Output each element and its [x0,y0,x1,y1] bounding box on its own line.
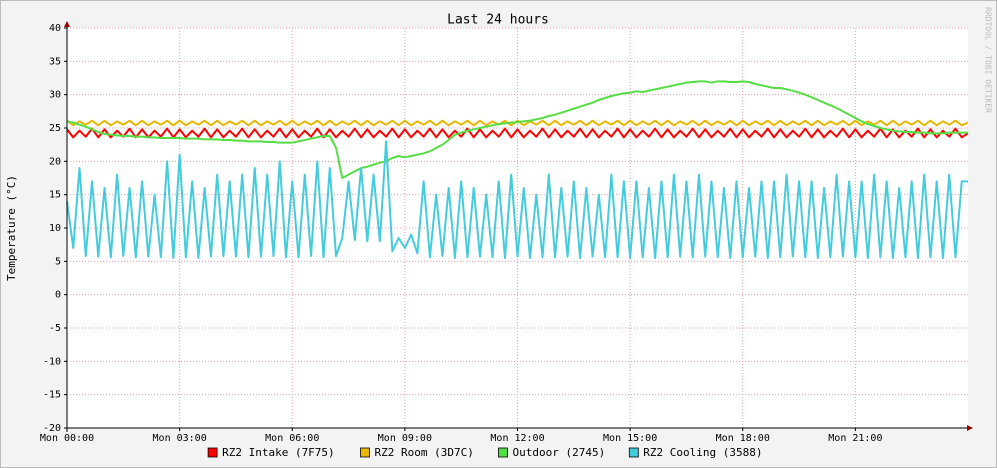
legend: RZ2 Intake (7F75) RZ2 Room (3D7C) Outdoor … [207,446,763,459]
series-line [66,80,968,179]
legend-swatch [207,447,218,458]
series-line [66,127,969,139]
y-tick-label: -15 [43,390,61,401]
series-line [66,119,969,127]
watermark: RRDTOOL / TOBI OETIKER [984,7,993,113]
y-tick-label: -20 [43,423,61,434]
x-tick-label: Mon 00:00 [40,433,94,444]
y-tick-label: 5 [55,256,61,267]
y-tick-label: 20 [49,156,61,167]
y-tick-label: 10 [49,223,61,234]
legend-label: Outdoor (2745) [513,446,606,459]
grid [66,27,968,429]
y-tick-label: 40 [49,23,61,34]
y-axis-label: Temperature (°C) [5,175,18,281]
y-arrow [64,21,70,27]
y-tick-label: 0 [55,290,61,301]
y-tick-label: -5 [49,323,61,334]
legend-label: RZ2 Intake (7F75) [222,446,335,459]
axes: -20 -15 -10 -5 0 5 10 15 20 25 30 35 40 Mon 00:00 Mon … [40,21,973,444]
y-tick-label: 30 [49,90,61,101]
y-tick-label: 15 [49,190,61,201]
x-tick-label: Mon 09:00 [378,433,432,444]
legend-label: RZ2 Cooling (3588) [643,446,762,459]
x-tick-label: Mon 03:00 [153,433,207,444]
legend-label: RZ2 Room (3D7C) [375,446,474,459]
legend-swatch [628,447,639,458]
x-tick-label: Mon 06:00 [265,433,319,444]
x-tick-label: Mon 12:00 [490,433,544,444]
lines [66,80,969,259]
x-tick-label: Mon 18:00 [716,433,770,444]
series-line [66,140,968,259]
y-tick-label: -10 [43,356,61,367]
x-tick-label: Mon 15:00 [603,433,657,444]
x-tick-label: Mon 21:00 [828,433,882,444]
y-tick-label: 25 [49,123,61,134]
x-arrow [967,425,973,431]
y-tick-label: 35 [49,56,61,67]
legend-swatch [498,447,508,458]
legend-swatch [360,447,370,458]
chart-title: Last 24 hours [447,13,549,28]
